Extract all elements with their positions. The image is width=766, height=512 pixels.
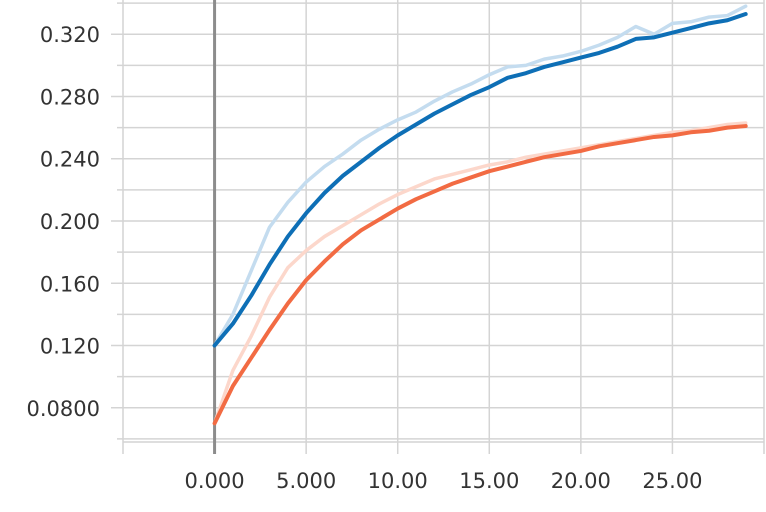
x-tick-label: 10.00 (368, 469, 428, 493)
y-tick-label: 0.280 (40, 85, 100, 109)
series-1-raw-line (212, 4, 748, 348)
series-2-raw-line (212, 121, 748, 426)
y-tick-label: 0.320 (40, 23, 100, 47)
x-tick-label: 5.000 (276, 469, 336, 493)
x-tick-label: 0.000 (185, 469, 245, 493)
grid (111, 0, 765, 454)
y-tick-label: 0.160 (40, 272, 100, 296)
x-tick-label: 15.00 (459, 469, 519, 493)
y-tick-label: 0.0800 (27, 397, 100, 421)
x-tick-label: 20.00 (551, 469, 611, 493)
x-tick-label: 25.00 (642, 469, 702, 493)
y-tick-label: 0.120 (40, 335, 100, 359)
tick-labels: 0.0800 0.120 0.160 0.200 0.240 0.280 0.320 0.00… (27, 23, 703, 493)
series-1-line (212, 12, 748, 348)
smoothed-series-layer (212, 12, 748, 426)
series-2-line (212, 124, 748, 426)
axes (123, 0, 764, 454)
y-tick-label: 0.240 (40, 148, 100, 172)
raw-series-layer (212, 4, 748, 426)
y-tick-label: 0.200 (40, 210, 100, 234)
